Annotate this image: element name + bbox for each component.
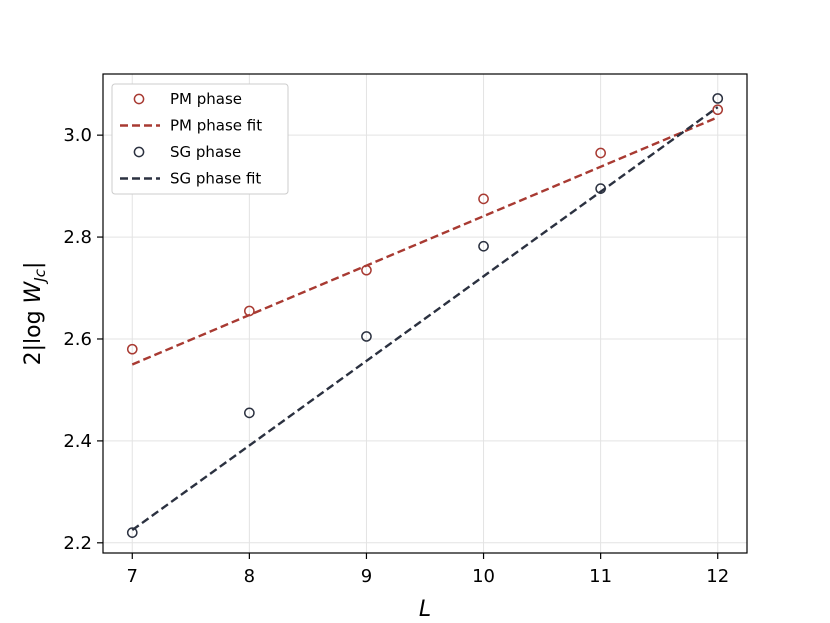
x-tick-label: 7 — [127, 566, 138, 587]
y-tick-label: 3.0 — [63, 125, 92, 146]
data-point — [126, 527, 138, 538]
plot-frame — [102, 73, 748, 554]
legend-frame — [111, 83, 289, 195]
y-tick-label: 2.2 — [63, 533, 92, 554]
x-axis-label: L — [419, 597, 431, 622]
y-tick-label: 2.4 — [63, 431, 92, 452]
data-point — [712, 93, 724, 104]
legend-marker — [133, 146, 145, 158]
x-tick-label: 10 — [472, 566, 495, 587]
data-point — [478, 240, 489, 252]
data-point — [244, 407, 255, 419]
y-tick-label: 2.8 — [63, 227, 92, 248]
legend-label: SG phase — [170, 143, 241, 161]
legend-label: SG phase fit — [170, 170, 261, 188]
data-point — [361, 264, 372, 276]
x-tick-label: 12 — [706, 566, 729, 587]
legend-label: PM phase fit — [170, 117, 262, 135]
y-tick-label: 2.6 — [63, 329, 92, 350]
fit-line — [131, 116, 719, 366]
x-tick-label: 9 — [361, 566, 372, 587]
x-tick-label: 11 — [589, 566, 612, 587]
fit-line — [131, 106, 719, 532]
x-tick-label: 8 — [244, 566, 255, 587]
legend-marker — [133, 93, 145, 105]
data-point — [361, 331, 372, 342]
data-point — [595, 147, 606, 159]
legend: PM phase PM phase fit SG phase SG phase fit — [111, 83, 289, 195]
data-point — [595, 183, 606, 195]
y-axis-label: 2|log WJc| — [21, 262, 49, 366]
data-point — [712, 104, 724, 116]
data-point — [478, 193, 489, 205]
data-point — [244, 305, 255, 317]
legend-label: PM phase — [170, 90, 242, 108]
data-point — [126, 343, 138, 355]
